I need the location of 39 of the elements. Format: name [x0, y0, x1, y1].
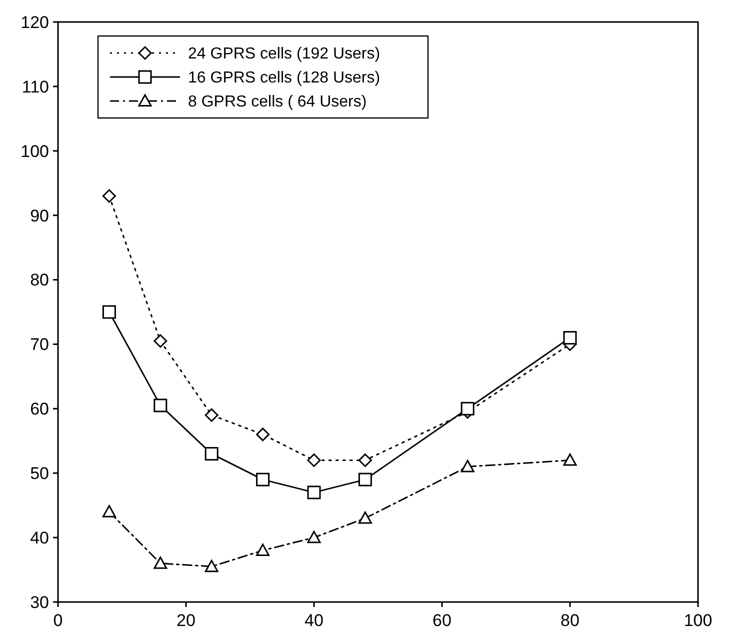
point	[307, 486, 321, 500]
y-tick-label: 120	[20, 12, 49, 32]
x-tick-label: 80	[560, 611, 580, 630]
x-tick-label: 0	[53, 611, 63, 630]
point	[563, 453, 577, 466]
x-tick-label: 40	[304, 611, 324, 630]
x-tick-label: 20	[176, 611, 196, 630]
point	[307, 453, 321, 467]
point	[460, 460, 474, 472]
x-tick-label: 100	[684, 611, 712, 630]
point	[256, 544, 270, 556]
y-tick-label: 80	[30, 270, 49, 290]
legend-label: 16 GPRS cells (128 Users)	[188, 70, 380, 87]
point	[307, 530, 321, 544]
x-tick-label: 60	[432, 611, 452, 630]
y-tick-label: 110	[22, 77, 49, 96]
point	[460, 402, 474, 416]
point	[563, 331, 577, 345]
point	[256, 428, 270, 442]
y-tick-label: 50	[30, 464, 49, 484]
y-tick-label: 60	[30, 400, 49, 419]
point	[102, 189, 116, 203]
y-tick-label: 30	[30, 592, 49, 612]
point	[358, 511, 372, 524]
point	[154, 334, 168, 348]
point	[154, 556, 168, 569]
point	[102, 505, 116, 518]
point	[358, 472, 372, 486]
y-tick-label: 40	[30, 528, 49, 548]
legend-label: 8 GPRS cells ( 64 Users)	[188, 94, 367, 111]
point	[204, 447, 218, 461]
point	[256, 472, 270, 486]
point	[204, 560, 218, 572]
point	[154, 398, 168, 412]
y-tick-label: 90	[30, 206, 49, 226]
point	[102, 305, 116, 319]
y-tick-label: 100	[20, 142, 49, 161]
y-tick-label: 70	[30, 335, 49, 354]
legend-label: 24 GPRS cells (192 Users)	[188, 46, 380, 63]
